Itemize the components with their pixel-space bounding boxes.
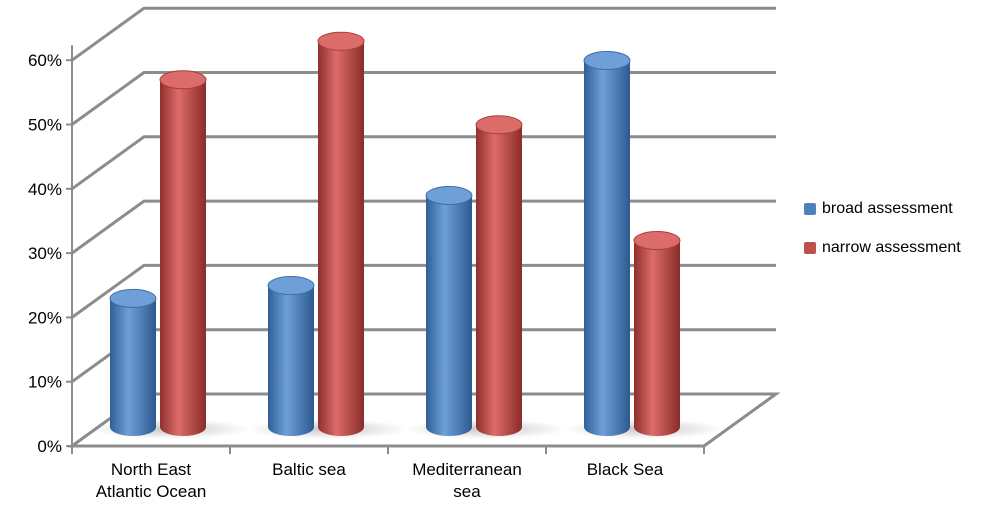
x-tick-label: Mediterranean sea	[412, 460, 522, 501]
bar-top-narrow	[633, 231, 681, 251]
x-tick-label: North East Atlantic Ocean	[96, 460, 207, 501]
legend-item-broad: broad assessment	[804, 198, 961, 220]
bar-top-broad	[267, 276, 315, 296]
legend-swatch-broad	[804, 203, 816, 215]
x-tick-label: Black Sea	[587, 460, 664, 479]
x-tick-label-line: Black Sea	[587, 460, 664, 479]
legend-label-broad: broad assessment	[822, 200, 953, 217]
legend-swatch-narrow	[804, 242, 816, 254]
y-tick-label: 60%	[28, 51, 62, 70]
y-tick-label: 30%	[28, 244, 62, 263]
y-tick-label: 20%	[28, 308, 62, 327]
y-tick-label: 40%	[28, 180, 62, 199]
bar-narrow	[634, 240, 680, 436]
x-tick-label-line: sea	[453, 482, 481, 501]
y-tick-label: 10%	[28, 373, 62, 392]
gridline	[71, 6, 776, 62]
bar-broad	[268, 285, 314, 436]
x-tick-label-line: Mediterranean	[412, 460, 522, 479]
bar-broad	[110, 298, 156, 436]
bar-top-broad	[583, 50, 631, 70]
legend: broad assessment narrow assessment	[804, 198, 961, 276]
x-tick-label: Baltic sea	[272, 460, 346, 479]
gridline	[71, 263, 776, 319]
bar-top-broad	[425, 186, 473, 206]
legend-item-narrow: narrow assessment	[804, 237, 961, 259]
x-tick-label-line: Atlantic Ocean	[96, 482, 207, 501]
y-tick-label: 0%	[37, 437, 62, 456]
bar-broad	[426, 195, 472, 436]
gridline	[71, 71, 776, 126]
bar-top-narrow	[317, 31, 365, 51]
bar-top-broad	[109, 288, 157, 308]
bar-narrow	[476, 124, 522, 436]
bar-top-narrow	[475, 115, 523, 135]
x-tick-label-line: North East	[111, 460, 192, 479]
bar-broad	[584, 60, 630, 437]
legend-label-narrow: narrow assessment	[822, 239, 961, 256]
gridline	[71, 199, 776, 255]
y-tick-label: 50%	[28, 116, 62, 135]
bar-narrow	[160, 79, 206, 436]
bar-top-narrow	[159, 70, 207, 90]
x-tick-label-line: Baltic sea	[272, 460, 346, 479]
bar-narrow	[318, 41, 364, 436]
gridline	[71, 135, 776, 191]
